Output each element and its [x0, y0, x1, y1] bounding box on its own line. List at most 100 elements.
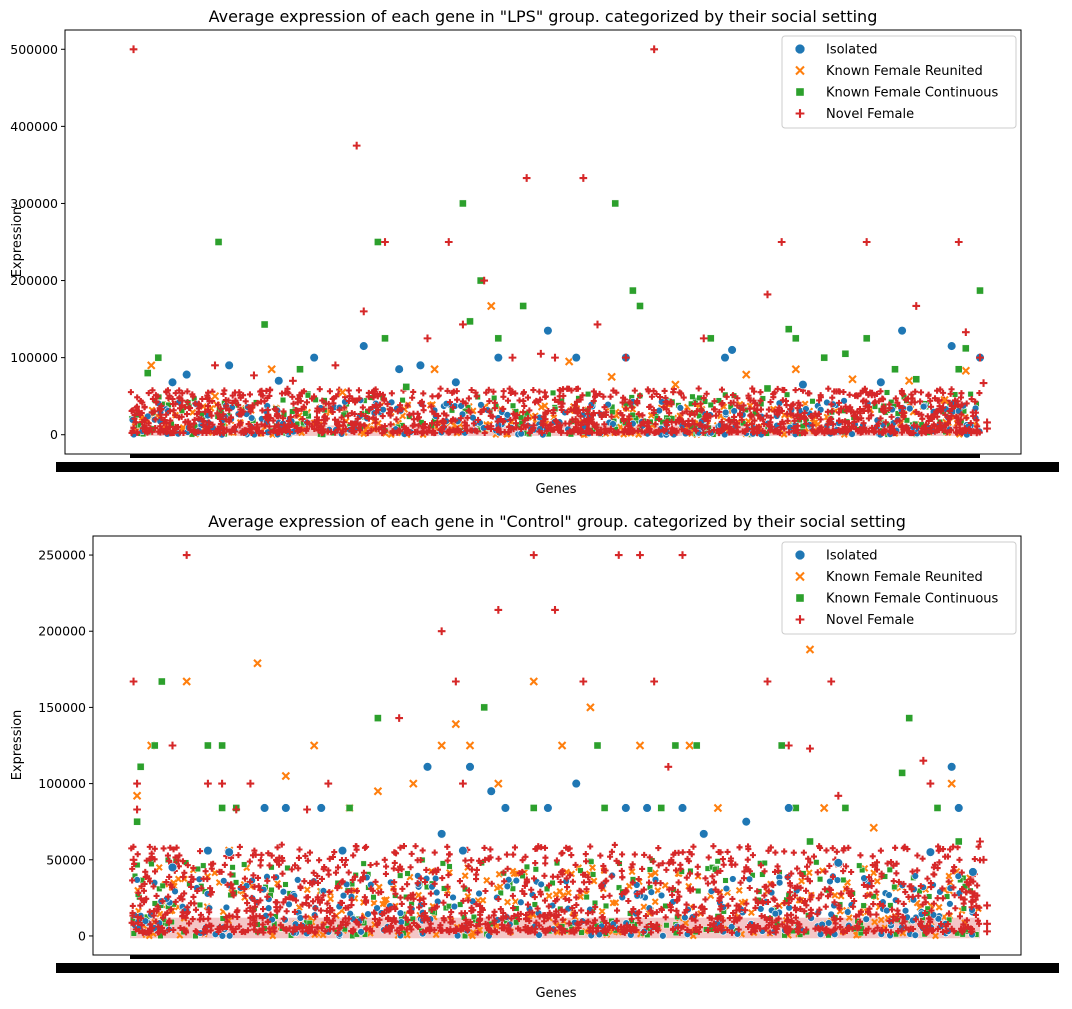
legend-marker-icon	[795, 87, 805, 97]
data-point	[485, 856, 492, 863]
data-point	[509, 892, 516, 899]
data-point	[743, 422, 750, 429]
data-point	[618, 867, 625, 874]
data-point	[792, 884, 799, 891]
data-point	[711, 398, 718, 405]
data-point	[297, 398, 304, 405]
data-point	[775, 915, 782, 922]
data-point	[494, 779, 503, 788]
data-point	[336, 406, 343, 413]
data-point	[948, 412, 955, 419]
data-point	[339, 918, 346, 925]
data-point	[936, 846, 943, 853]
data-point	[332, 869, 339, 876]
data-point	[312, 913, 319, 920]
data-point	[257, 887, 264, 894]
data-point	[259, 914, 266, 921]
data-point	[581, 871, 588, 878]
data-point	[774, 426, 781, 433]
data-point	[382, 427, 389, 434]
data-point	[329, 408, 336, 416]
data-point	[577, 427, 585, 434]
data-point	[295, 865, 302, 872]
data-point	[136, 763, 145, 771]
data-point	[316, 857, 323, 864]
data-point	[529, 677, 538, 686]
data-point	[556, 887, 564, 895]
data-point	[451, 377, 461, 387]
x-tick-marks	[130, 955, 980, 959]
data-point	[950, 868, 957, 875]
data-point	[415, 360, 426, 370]
data-point	[647, 920, 654, 928]
data-point	[676, 389, 683, 396]
data-point	[947, 762, 957, 772]
data-point	[836, 417, 843, 424]
data-point	[707, 334, 715, 343]
data-point	[163, 879, 170, 886]
data-point	[148, 850, 155, 857]
data-point	[394, 408, 401, 415]
data-point	[599, 914, 606, 921]
data-point	[353, 919, 360, 926]
data-point	[531, 894, 538, 901]
data-point	[670, 859, 677, 866]
data-point	[530, 387, 537, 394]
data-point	[422, 878, 429, 886]
data-point	[247, 921, 254, 928]
data-point	[697, 400, 704, 407]
data-point	[410, 388, 417, 395]
data-point	[670, 851, 677, 858]
data-point	[567, 406, 574, 413]
x-tick-marks	[130, 454, 980, 458]
data-point	[917, 398, 924, 405]
data-point	[616, 884, 623, 891]
data-point	[614, 551, 623, 559]
data-point	[246, 858, 253, 865]
data-point	[284, 865, 291, 871]
data-point	[749, 924, 756, 931]
data-point	[218, 741, 226, 750]
data-point	[888, 425, 895, 432]
data-point	[866, 905, 873, 912]
data-point	[619, 412, 626, 419]
data-point	[945, 910, 953, 917]
data-point	[503, 411, 512, 419]
data-point	[254, 400, 261, 407]
data-point	[601, 404, 608, 411]
data-point	[521, 417, 528, 424]
data-point	[669, 425, 676, 432]
data-point	[522, 174, 531, 182]
data-point	[895, 878, 902, 885]
data-point	[352, 141, 361, 150]
data-point	[558, 427, 565, 434]
data-point	[671, 741, 680, 750]
data-point	[178, 413, 185, 420]
data-point	[642, 803, 652, 813]
legend-marker-icon	[795, 615, 805, 624]
data-point	[894, 916, 901, 923]
data-point	[827, 677, 836, 686]
data-point	[590, 409, 597, 417]
data-point	[846, 391, 853, 398]
data-point	[187, 900, 194, 907]
data-point	[134, 914, 141, 921]
data-point	[348, 410, 355, 417]
data-point	[303, 894, 310, 901]
data-point	[858, 415, 865, 422]
data-point	[836, 399, 843, 406]
data-point	[247, 914, 254, 921]
data-point	[369, 404, 376, 411]
data-point	[446, 399, 453, 406]
data-point	[939, 895, 946, 902]
data-point	[490, 388, 497, 395]
data-point	[788, 896, 795, 903]
data-point	[658, 905, 665, 912]
data-point	[292, 862, 299, 869]
data-point	[192, 906, 199, 913]
data-point	[928, 413, 935, 420]
data-point	[778, 407, 785, 414]
data-point	[279, 888, 288, 896]
data-point	[588, 864, 596, 872]
data-point	[439, 860, 446, 867]
